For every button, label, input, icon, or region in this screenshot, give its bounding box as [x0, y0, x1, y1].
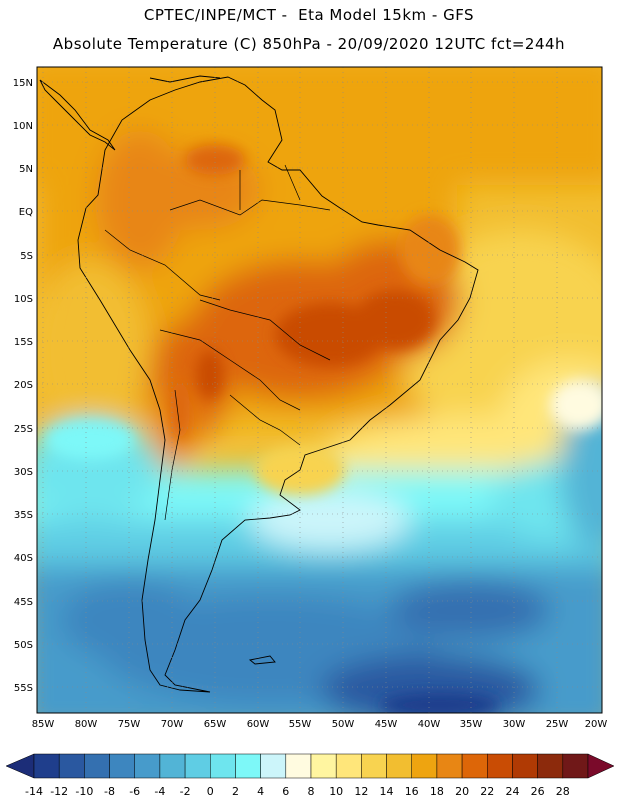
colorbar-swatch [487, 753, 513, 779]
lon-label: 85W [32, 719, 55, 730]
lat-label: 5S [20, 251, 33, 262]
colorbar-tick-label: 10 [329, 785, 343, 798]
colorbar-swatch [159, 753, 186, 779]
colorbar-swatch [134, 753, 161, 779]
colorbar-swatch [537, 753, 564, 779]
colorbar-swatch [260, 753, 287, 779]
longitude-labels: 85W 80W 75W 70W 65W 60W 55W 50W 45W 40W … [32, 719, 608, 730]
lon-label: 20W [585, 719, 608, 730]
map-title-line1: CPTEC/INPE/MCT - Eta Model 15km - GFS [143, 6, 475, 24]
graticule [37, 67, 602, 713]
latitude-labels: 15N 10N 5N EQ 5S 10S 15S 20S 25S 30S 35S… [13, 78, 33, 694]
colorbar-tick-label: 12 [354, 785, 368, 798]
caribbean-coast [149, 75, 221, 83]
lat-label: 10N [13, 121, 33, 132]
colorbar-under-arrow [5, 753, 35, 779]
lon-label: 50W [332, 719, 355, 730]
colorbar-tick-label: -6 [129, 785, 140, 798]
colorbar-swatch [512, 753, 538, 779]
colorbar-swatch [461, 753, 488, 779]
map-frame [36, 66, 603, 714]
coastlines [39, 75, 479, 693]
colorbar-tick-label: -10 [75, 785, 93, 798]
map-title-line2: Absolute Temperature (C) 850hPa - 20/09/… [52, 35, 566, 53]
colorbar-tick-label: 26 [531, 785, 545, 798]
colorbar-tick-label: 28 [556, 785, 570, 798]
lon-label: 30W [503, 719, 526, 730]
colorbar-tick-label: -8 [104, 785, 115, 798]
colorbar-swatch [184, 753, 211, 779]
colorbar-swatch [210, 753, 236, 779]
colorbar-swatch [58, 753, 85, 779]
lon-label: 75W [118, 719, 141, 730]
colorbar-swatch [436, 753, 463, 779]
colorbar-tick-label: -4 [154, 785, 165, 798]
colorbar-tick-label: -2 [180, 785, 191, 798]
lon-label: 80W [75, 719, 98, 730]
colorbar-swatch [285, 753, 312, 779]
colorbar-tick-label: 20 [455, 785, 469, 798]
lon-label: 35W [460, 719, 483, 730]
colorbar-tick-label: 24 [506, 785, 520, 798]
lat-label: 30S [14, 467, 33, 478]
falklands [248, 655, 276, 665]
colorbar-tick-label: 16 [405, 785, 419, 798]
lat-label: 35S [14, 510, 33, 521]
lon-label: 45W [375, 719, 398, 730]
lon-label: 55W [289, 719, 312, 730]
lat-label: 55S [14, 683, 33, 694]
colorbar-tick-label: 8 [308, 785, 315, 798]
colorbar-swatch [235, 753, 261, 779]
colorbar-swatch [310, 753, 337, 779]
colorbar-tick-label: 0 [207, 785, 214, 798]
colorbar-tick-label: 4 [257, 785, 264, 798]
temperature-field [37, 67, 602, 713]
lat-label: EQ [19, 207, 33, 218]
colorbar-swatch [33, 753, 60, 779]
colorbar-over-arrow [587, 753, 615, 779]
colorbar: -14 -12 -10 -8 -6 -4 -2 0 2 4 6 8 10 12 14 16 18 20 22 24 26… [5, 753, 615, 798]
lat-label: 50S [14, 640, 33, 651]
lat-label: 5N [19, 164, 33, 175]
colorbar-tick-label: 6 [282, 785, 289, 798]
colorbar-swatch [411, 753, 438, 779]
colorbar-swatch [361, 753, 387, 779]
colorbar-swatch [335, 753, 362, 779]
south-america-coastline [77, 76, 479, 693]
lat-label: 40S [14, 553, 33, 564]
colorbar-swatch [84, 753, 110, 779]
lon-label: 25W [546, 719, 569, 730]
colorbar-tick-label: 14 [380, 785, 394, 798]
lat-label: 20S [14, 380, 33, 391]
colorbar-tick-label: 18 [430, 785, 444, 798]
colorbar-tick-label: -12 [50, 785, 68, 798]
colorbar-tick-label: 22 [480, 785, 494, 798]
lon-label: 70W [161, 719, 184, 730]
central-america-coastline [39, 79, 116, 151]
lat-label: 10S [14, 294, 33, 305]
colorbar-tick-label: -14 [25, 785, 43, 798]
lon-label: 40W [418, 719, 441, 730]
colorbar-swatch [109, 753, 135, 779]
country-borders [104, 164, 331, 521]
lat-label: 15N [13, 78, 33, 89]
lat-label: 25S [14, 424, 33, 435]
lat-label: 15S [14, 337, 33, 348]
lat-label: 45S [14, 597, 33, 608]
colorbar-swatch [386, 753, 412, 779]
lon-label: 65W [204, 719, 227, 730]
colorbar-swatch [562, 753, 589, 779]
lon-label: 60W [247, 719, 270, 730]
colorbar-tick-label: 2 [232, 785, 239, 798]
